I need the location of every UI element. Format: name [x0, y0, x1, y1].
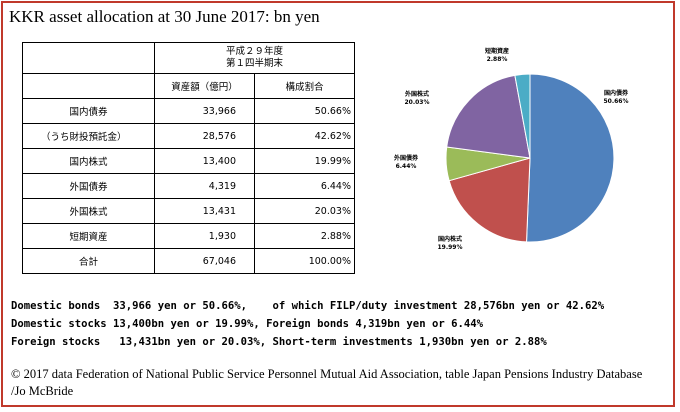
row-ratio: 100.00% [254, 248, 355, 274]
row-label: 合計 [22, 248, 155, 274]
slice-value-label: 20.03% [405, 99, 430, 106]
table-row: 国内債券 33,966 50.66% [22, 98, 355, 124]
row-amount: 1,930 [154, 223, 255, 249]
row-label: 短期資産 [22, 223, 155, 249]
row-label: （うち財投預託金） [22, 123, 155, 149]
col-ratio-header: 構成割合 [254, 73, 355, 99]
slice-label: 国内株式 [438, 235, 462, 243]
row-label: 外国債券 [22, 173, 155, 199]
row-ratio: 6.44% [254, 173, 355, 199]
table-header-row: 平成２９年度 第１四半期末 [22, 42, 355, 74]
slice-value-label: 50.66% [604, 98, 629, 105]
slice-label: 外国債券 [393, 154, 419, 162]
description-line-3: Foreign stocks 13,431bn yen or 20.03%, S… [11, 336, 547, 348]
row-amount: 13,400 [154, 148, 255, 174]
slice-value-label: 19.99% [438, 244, 463, 251]
row-label: 国内株式 [22, 148, 155, 174]
table-row: 外国債券 4,319 6.44% [22, 173, 355, 199]
period-line-2: 第１四半期末 [225, 58, 283, 69]
table-row: 外国株式 13,431 20.03% [22, 198, 355, 224]
description-line-1: Domestic bonds 33,966 yen or 50.66%, of … [11, 300, 605, 312]
header-blank-cell [22, 42, 155, 74]
description-line-2: Domestic stocks 13,400bn yen or 19.99%, … [11, 318, 483, 330]
row-ratio: 19.99% [254, 148, 355, 174]
chart-title: KKR asset allocation at 30 June 2017: bn… [9, 7, 320, 26]
slice-label: 短期資産 [485, 47, 509, 55]
row-ratio: 50.66% [254, 98, 355, 124]
col-amount-header: 資産額（億円） [154, 73, 255, 99]
table-total-row: 合計 67,046 100.00% [22, 248, 355, 274]
slice-value-label: 6.44% [396, 163, 417, 170]
row-ratio: 42.62% [254, 123, 355, 149]
row-ratio: 2.88% [254, 223, 355, 249]
row-amount: 33,966 [154, 98, 255, 124]
row-label: 国内債券 [22, 98, 155, 124]
row-amount: 4,319 [154, 173, 255, 199]
row-label: 外国株式 [22, 198, 155, 224]
table-row: （うち財投預託金） 28,576 42.62% [22, 123, 355, 149]
description-block: Domestic bonds 33,966 yen or 50.66%, of … [11, 297, 604, 351]
period-header: 平成２９年度 第１四半期末 [154, 42, 355, 74]
pie-slice [525, 73, 615, 243]
period-line-1: 平成２９年度 [225, 46, 283, 57]
table-row: 国内株式 13,400 19.99% [22, 148, 355, 174]
slice-label: 外国株式 [404, 90, 429, 98]
pie-slice [446, 74, 531, 159]
table-row: 短期資産 1,930 2.88% [22, 223, 355, 249]
pie-slice [448, 157, 531, 243]
row-amount: 13,431 [154, 198, 255, 224]
row-amount: 67,046 [154, 248, 255, 274]
row-ratio: 20.03% [254, 198, 355, 224]
slice-value-label: 2.88% [487, 56, 508, 63]
allocation-table: 平成２９年度 第１四半期末 資産額（億円） 構成割合 国内債券 33,966 5… [22, 42, 355, 274]
pie-slice [514, 73, 531, 159]
slice-label: 国内債券 [604, 89, 629, 97]
column-header-blank-cell [22, 73, 155, 99]
table-column-header-row: 資産額（億円） 構成割合 [22, 73, 355, 99]
source-note: © 2017 data Federation of National Publi… [11, 367, 643, 398]
row-amount: 28,576 [154, 123, 255, 149]
